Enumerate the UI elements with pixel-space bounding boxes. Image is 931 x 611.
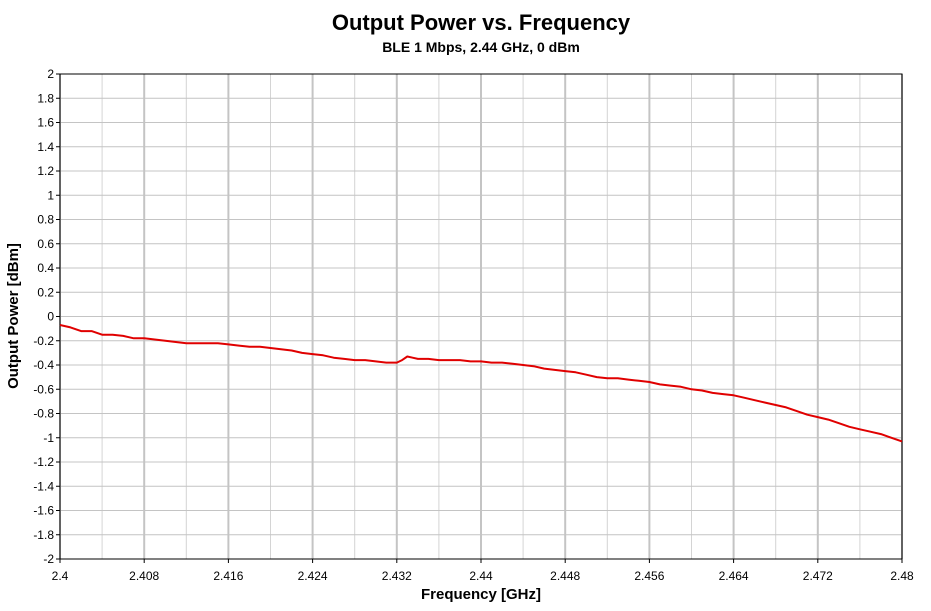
series-group [59, 324, 903, 443]
x-axis: 2.4 2.408 2.416 2.424 2.432 2.44 2.448 2.456 2.4… [52, 559, 914, 583]
y-tick-label: -1.2 [33, 455, 54, 469]
x-tick-label: 2.448 [550, 569, 580, 583]
y-tick-label: 1.4 [37, 140, 54, 154]
chart-title: Output Power vs. Frequency [332, 10, 631, 35]
chart-subtitle: BLE 1 Mbps, 2.44 GHz, 0 dBm [382, 39, 580, 55]
x-tick-label: 2.44 [469, 569, 493, 583]
y-tick-label: 1.2 [37, 164, 54, 178]
y-tick-label: -2 [43, 552, 54, 566]
y-tick-label: -1.4 [33, 479, 54, 493]
y-tick-label: 0.2 [37, 285, 54, 299]
y-tick-label: 0 [47, 310, 54, 324]
x-tick-label: 2.424 [298, 569, 328, 583]
y-axis-label: Output Power [dBm] [5, 243, 22, 389]
x-tick-label: 2.48 [890, 569, 914, 583]
y-tick-label: 1.6 [37, 116, 54, 130]
y-tick-label: 0.4 [37, 261, 54, 275]
x-tick-label: 2.4 [52, 569, 69, 583]
y-tick-label: -0.2 [33, 334, 54, 348]
y-tick-label: -1.8 [33, 528, 54, 542]
y-axis: 2 1.8 1.6 1.4 1.2 1 0.8 0.6 0.4 0.2 0 -0.2 -0.4 -0.6 -… [33, 67, 60, 566]
x-tick-label: 2.408 [129, 569, 159, 583]
y-tick-label: 0.8 [37, 213, 54, 227]
y-tick-label: -1 [43, 431, 54, 445]
y-tick-label: 1.8 [37, 91, 54, 105]
y-tick-label: -0.4 [33, 358, 54, 372]
x-tick-label: 2.416 [213, 569, 243, 583]
y-tick-label: -0.8 [33, 407, 54, 421]
series-line-output-power [59, 324, 903, 443]
y-tick-label: -0.6 [33, 382, 54, 396]
x-tick-label: 2.456 [634, 569, 664, 583]
x-tick-label: 2.472 [803, 569, 833, 583]
x-axis-label: Frequency [GHz] [421, 586, 541, 603]
grid [59, 73, 903, 560]
y-tick-label: 0.6 [37, 237, 54, 251]
x-tick-label: 2.464 [719, 569, 749, 583]
y-tick-label: 1 [47, 188, 54, 202]
y-tick-label: 2 [47, 67, 54, 81]
y-tick-label: -1.6 [33, 504, 54, 518]
x-tick-label: 2.432 [382, 569, 412, 583]
